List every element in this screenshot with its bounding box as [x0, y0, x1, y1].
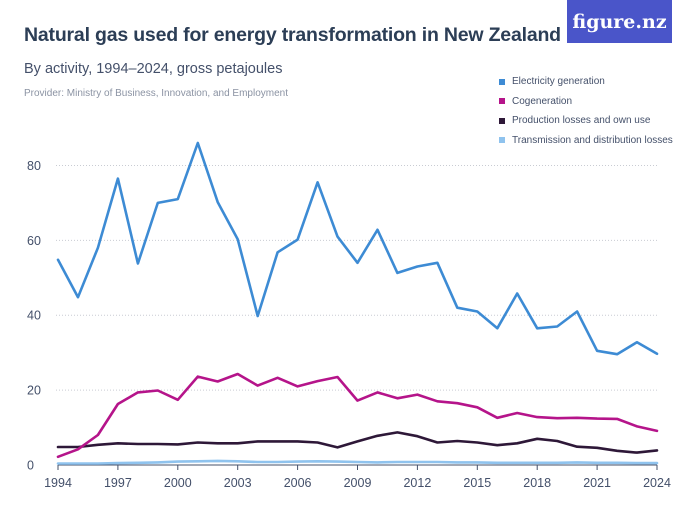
legend-item-production-losses: Production losses and own use: [499, 111, 673, 131]
x-tick-label: 1994: [44, 476, 72, 490]
legend-label: Production losses and own use: [512, 115, 651, 127]
x-tick-label: 2006: [284, 476, 312, 490]
series-line-0: [56, 141, 659, 356]
series-line-2: [56, 431, 659, 454]
x-tick-label: 2018: [523, 476, 551, 490]
legend-item-electricity: Electricity generation: [499, 72, 673, 92]
legend-swatch: [499, 137, 505, 144]
x-tick-label: 2000: [164, 476, 192, 490]
y-tick-label: 40: [27, 309, 41, 323]
legend-label: Transmission and distribution losses: [512, 134, 673, 146]
legend: Electricity generation Cogeneration Prod…: [499, 72, 673, 150]
legend-swatch: [499, 117, 505, 124]
x-tick-label: 2024: [643, 476, 671, 490]
x-tick-label: 1997: [104, 476, 132, 490]
legend-label: Electricity generation: [512, 76, 605, 88]
series-line-3: [56, 459, 659, 465]
legend-label: Cogeneration: [512, 95, 573, 107]
x-tick-label: 2021: [583, 476, 611, 490]
chart-subtitle: By activity, 1994–2024, gross petajoules: [24, 61, 283, 77]
figure-nz-logo[interactable]: figure.nz: [567, 0, 672, 43]
legend-swatch: [499, 98, 505, 105]
data-provider: Provider: Ministry of Business, Innovati…: [24, 88, 289, 99]
x-tick-label: 2015: [463, 476, 491, 490]
y-tick-label: 20: [27, 384, 41, 398]
x-tick-label: 2003: [224, 476, 252, 490]
y-tick-label: 80: [27, 159, 41, 173]
legend-item-cogeneration: Cogeneration: [499, 92, 673, 112]
x-tick-label: 2009: [344, 476, 372, 490]
legend-swatch: [499, 78, 505, 85]
y-tick-label: 60: [27, 234, 41, 248]
series-line-1: [56, 372, 659, 459]
legend-item-transmission-losses: Transmission and distribution losses: [499, 131, 673, 151]
y-tick-label: 0: [27, 459, 34, 473]
chart-title: Natural gas used for energy transformati…: [24, 24, 561, 46]
x-tick-label: 2012: [403, 476, 431, 490]
